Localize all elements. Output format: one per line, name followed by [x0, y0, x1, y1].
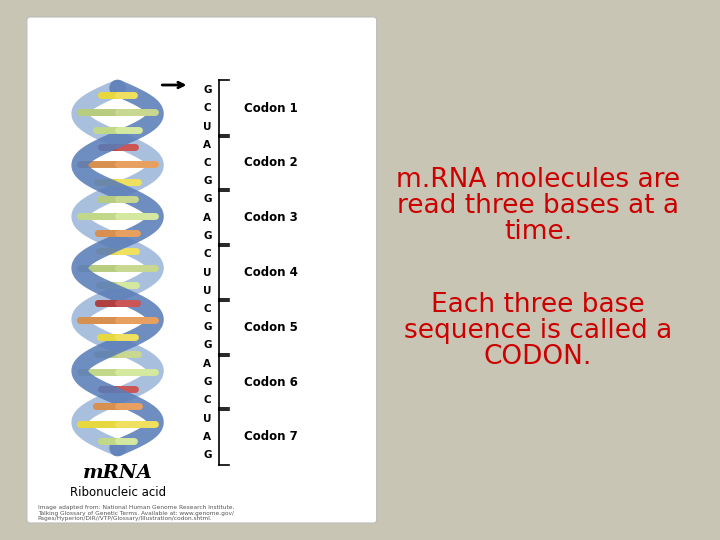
- Text: Image adapted from: National Human Genome Research Institute.
Talking Glossary o: Image adapted from: National Human Genom…: [38, 505, 234, 521]
- Text: C: C: [204, 304, 211, 314]
- Text: mRNA: mRNA: [83, 464, 153, 482]
- Text: C: C: [204, 249, 211, 259]
- Text: Codon 7: Codon 7: [244, 430, 298, 443]
- Text: G: G: [203, 85, 212, 95]
- Text: Ribonucleic acid: Ribonucleic acid: [70, 485, 166, 498]
- Text: G: G: [203, 377, 212, 387]
- Text: C: C: [204, 103, 211, 113]
- Text: G: G: [203, 341, 212, 350]
- Text: A: A: [203, 140, 211, 150]
- Text: G: G: [203, 450, 212, 460]
- Text: Codon 1: Codon 1: [244, 102, 298, 115]
- Text: G: G: [203, 322, 212, 332]
- Text: Codon 3: Codon 3: [244, 211, 298, 224]
- Text: U: U: [203, 286, 212, 296]
- Text: G: G: [203, 194, 212, 205]
- Text: Codon 2: Codon 2: [244, 157, 298, 170]
- Text: Each three base: Each three base: [431, 292, 645, 318]
- Text: A: A: [203, 213, 211, 222]
- Text: U: U: [203, 414, 212, 423]
- Text: time.: time.: [504, 219, 572, 245]
- Text: U: U: [203, 122, 212, 132]
- Text: G: G: [203, 231, 212, 241]
- Text: A: A: [203, 359, 211, 369]
- Text: Codon 6: Codon 6: [244, 375, 298, 388]
- Text: C: C: [204, 158, 211, 168]
- Text: C: C: [204, 395, 211, 405]
- Text: CODON.: CODON.: [484, 344, 593, 370]
- Text: Codon 4: Codon 4: [244, 266, 298, 279]
- Text: m.RNA molecules are: m.RNA molecules are: [396, 167, 680, 193]
- Text: Codon 5: Codon 5: [244, 321, 298, 334]
- Text: read three bases at a: read three bases at a: [397, 193, 679, 219]
- Text: U: U: [203, 267, 212, 278]
- Text: sequence is called a: sequence is called a: [404, 318, 672, 344]
- Text: G: G: [203, 176, 212, 186]
- FancyBboxPatch shape: [27, 17, 377, 523]
- Text: A: A: [203, 432, 211, 442]
